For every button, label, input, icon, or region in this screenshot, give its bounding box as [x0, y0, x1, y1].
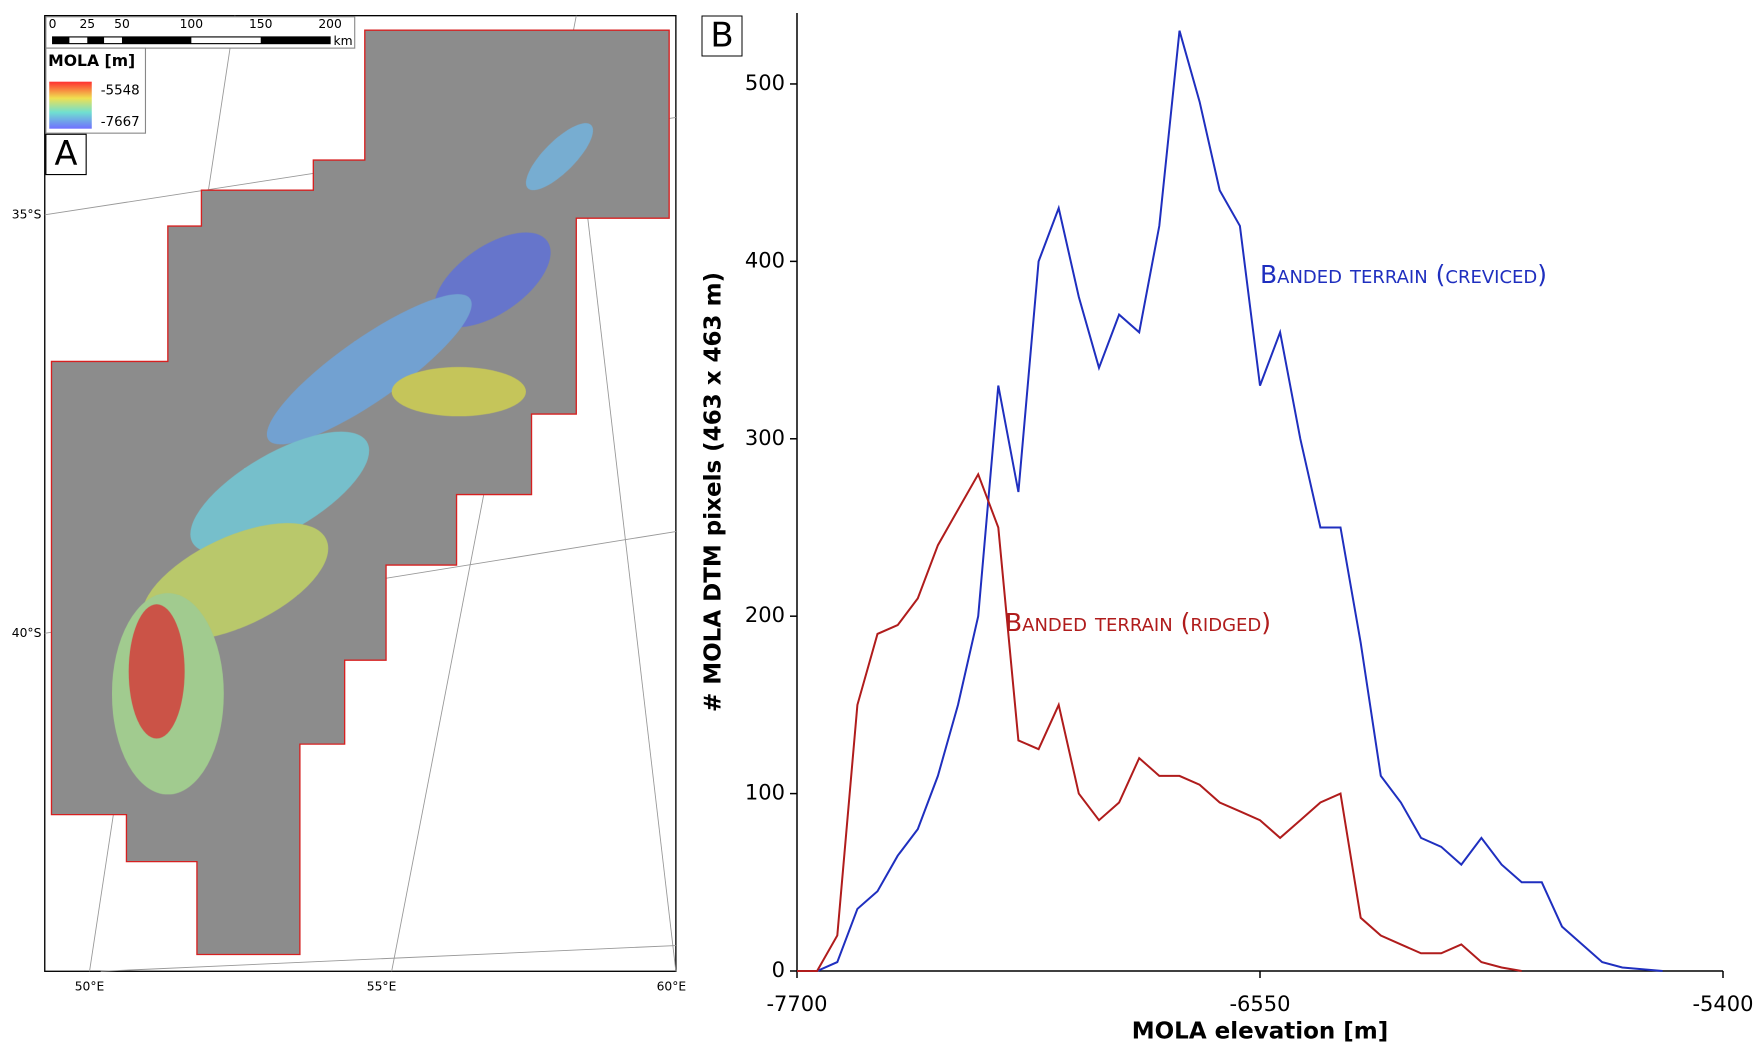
page: 0 25 50 100 150 200 km MOLA [m] -5548 -7…: [0, 0, 1754, 1048]
x-tick-label: -7700: [766, 992, 827, 1016]
lon-label: 60°E: [657, 979, 687, 993]
scale-bar: [53, 37, 331, 44]
legend-min: -7667: [101, 115, 140, 130]
y-tick-label: 300: [745, 426, 785, 450]
panel-label: A: [55, 134, 78, 173]
x-tick-label: -5400: [1692, 992, 1753, 1016]
y-tick-label: 500: [745, 71, 785, 95]
scale-label: 25: [79, 17, 95, 31]
y-tick-label: 100: [745, 781, 785, 805]
series-label: Banded terrain (ridged): [1005, 608, 1271, 637]
scale-label: 100: [180, 17, 203, 31]
lon-label: 55°E: [367, 979, 397, 993]
series-line: [797, 474, 1522, 971]
y-tick-label: 0: [772, 958, 785, 982]
y-tick-label: 200: [745, 603, 785, 627]
series-line: [797, 31, 1663, 971]
lat-label: 40°S: [12, 626, 42, 640]
x-axis-label: MOLA elevation [m]: [1132, 1019, 1389, 1045]
scale-label: 0: [49, 17, 57, 31]
scale-label: 200: [318, 17, 341, 31]
scale-label: 50: [114, 17, 130, 31]
scale-label: 150: [249, 17, 272, 31]
x-tick-label: -6550: [1229, 992, 1290, 1016]
lat-label: 35°S: [12, 207, 42, 221]
legend-max: -5548: [101, 84, 140, 99]
y-tick-label: 400: [745, 248, 785, 272]
scale-unit: km: [333, 34, 352, 48]
color-ramp: [49, 82, 92, 129]
figure: 0 25 50 100 150 200 km MOLA [m] -5548 -7…: [0, 0, 1754, 1048]
y-axis-label: # MOLA DTM pixels (463 x 463 m): [701, 272, 727, 712]
panel-label: B: [710, 16, 733, 56]
legend-title: MOLA [m]: [48, 51, 135, 70]
lon-label: 50°E: [75, 979, 105, 993]
series-label: Banded terrain (creviced): [1260, 260, 1547, 289]
map-panel: 0 25 50 100 150 200 km MOLA [m] -5548 -7…: [12, 16, 686, 994]
